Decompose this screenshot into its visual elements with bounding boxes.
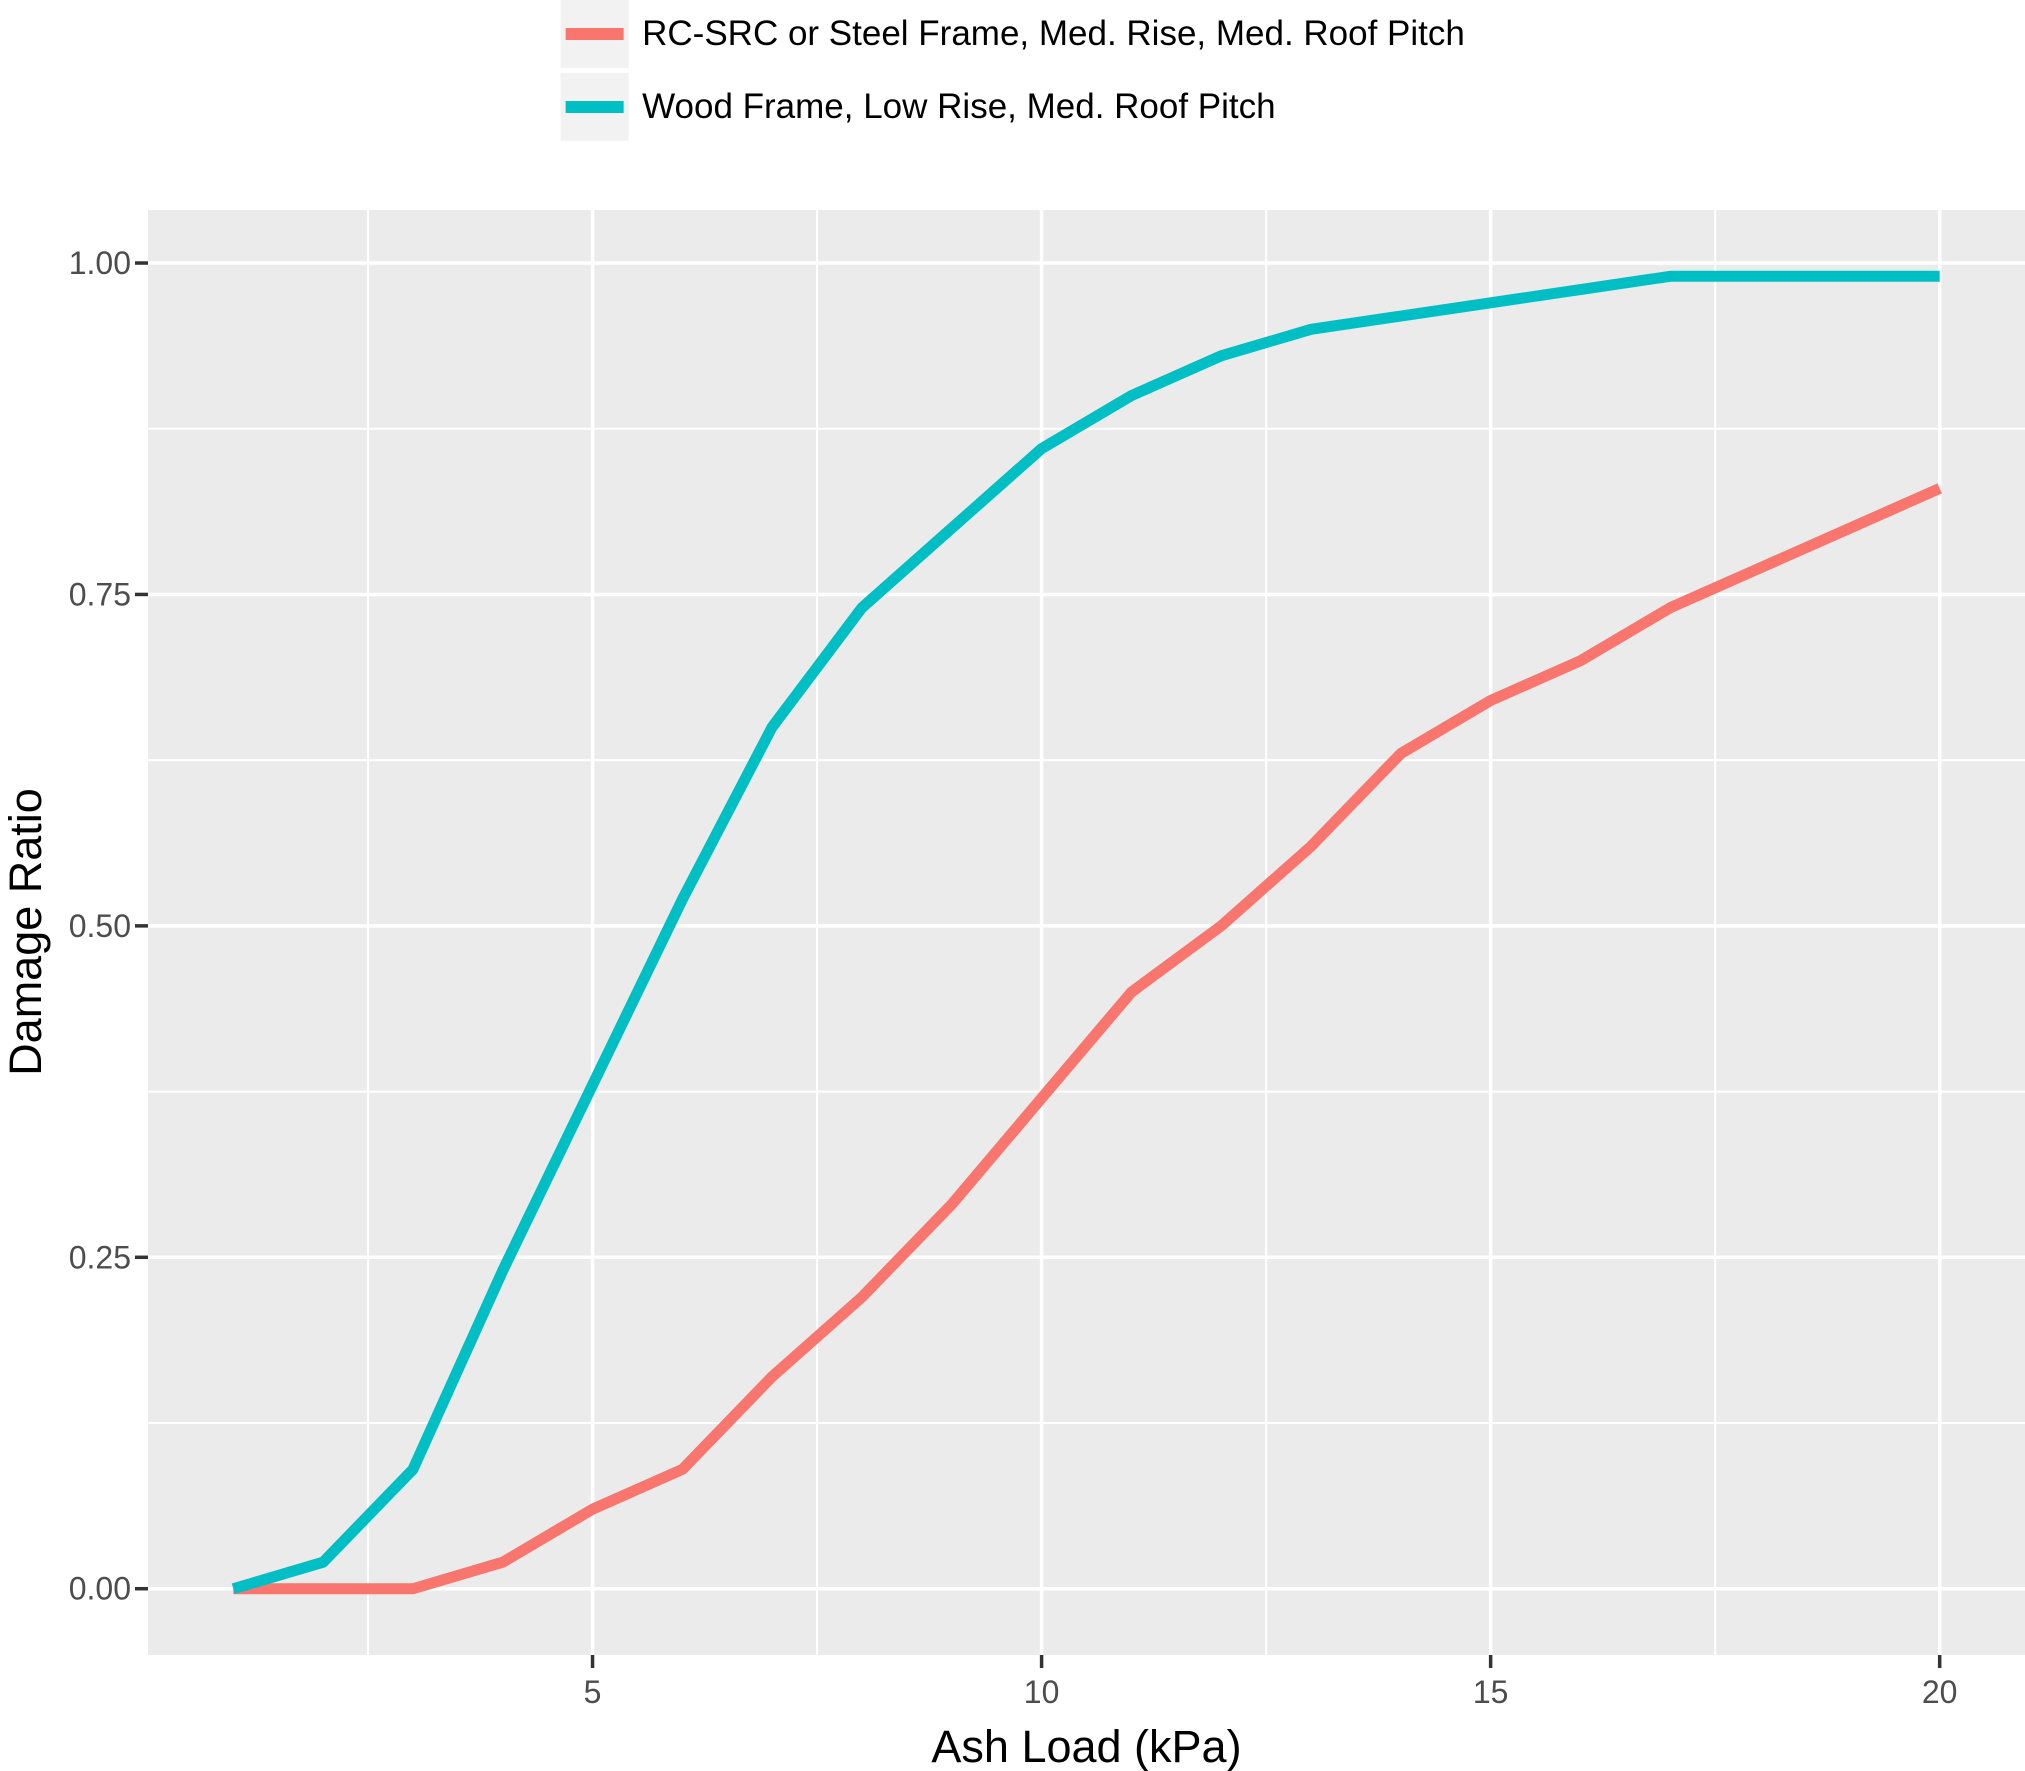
legend-label: RC-SRC or Steel Frame, Med. Rise, Med. R… bbox=[642, 14, 1465, 53]
y-tick-label: 0.25 bbox=[69, 1239, 131, 1275]
x-tick-label: 20 bbox=[1922, 1674, 1958, 1710]
x-tick-label: 15 bbox=[1473, 1674, 1509, 1710]
legend: RC-SRC or Steel Frame, Med. Rise, Med. R… bbox=[560, 0, 1465, 141]
legend-line-icon bbox=[565, 28, 624, 40]
y-tick-label: 0.75 bbox=[69, 576, 131, 612]
legend-label: Wood Frame, Low Rise, Med. Roof Pitch bbox=[642, 87, 1276, 126]
legend-key bbox=[560, 0, 629, 68]
y-axis-title: Damage Ratio bbox=[0, 788, 51, 1076]
y-tick-label: 0.00 bbox=[69, 1571, 131, 1607]
series-line-1 bbox=[231, 270, 1940, 1594]
legend-item-rc-src: RC-SRC or Steel Frame, Med. Rise, Med. R… bbox=[560, 0, 1465, 68]
y-tick-label: 1.00 bbox=[69, 245, 131, 281]
legend-item-wood-frame: Wood Frame, Low Rise, Med. Roof Pitch bbox=[560, 73, 1465, 141]
y-tick-label: 0.50 bbox=[69, 908, 131, 944]
panel-background bbox=[148, 210, 2025, 1655]
x-axis-title: Ash Load (kPa) bbox=[931, 1721, 1242, 1771]
x-tick-label: 5 bbox=[584, 1674, 602, 1710]
legend-line-icon bbox=[565, 101, 624, 113]
legend-key bbox=[560, 73, 629, 141]
series-line-0 bbox=[233, 483, 1942, 1595]
x-tick-label: 10 bbox=[1024, 1674, 1060, 1710]
